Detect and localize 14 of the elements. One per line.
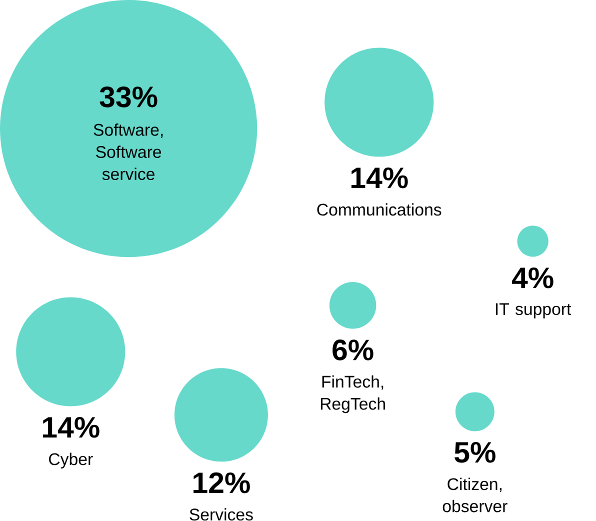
category-label: FinTech, RegTech (320, 376, 385, 414)
data-label: 5% (454, 442, 496, 463)
category-label: IT support (496, 304, 572, 319)
data-label: 4% (512, 268, 554, 288)
category-label: Services (190, 508, 253, 521)
data-label: 14% (351, 168, 408, 188)
category-label: Communications (317, 204, 442, 216)
data-label: 33% (100, 86, 158, 108)
data-label: 12% (194, 472, 250, 494)
category-label: Software, Software service (94, 124, 163, 180)
category-label: Cyber (49, 453, 93, 469)
data-label: 6% (332, 340, 374, 361)
category-label: Citizen, observer (442, 478, 508, 512)
data-label: 14% (43, 417, 100, 438)
